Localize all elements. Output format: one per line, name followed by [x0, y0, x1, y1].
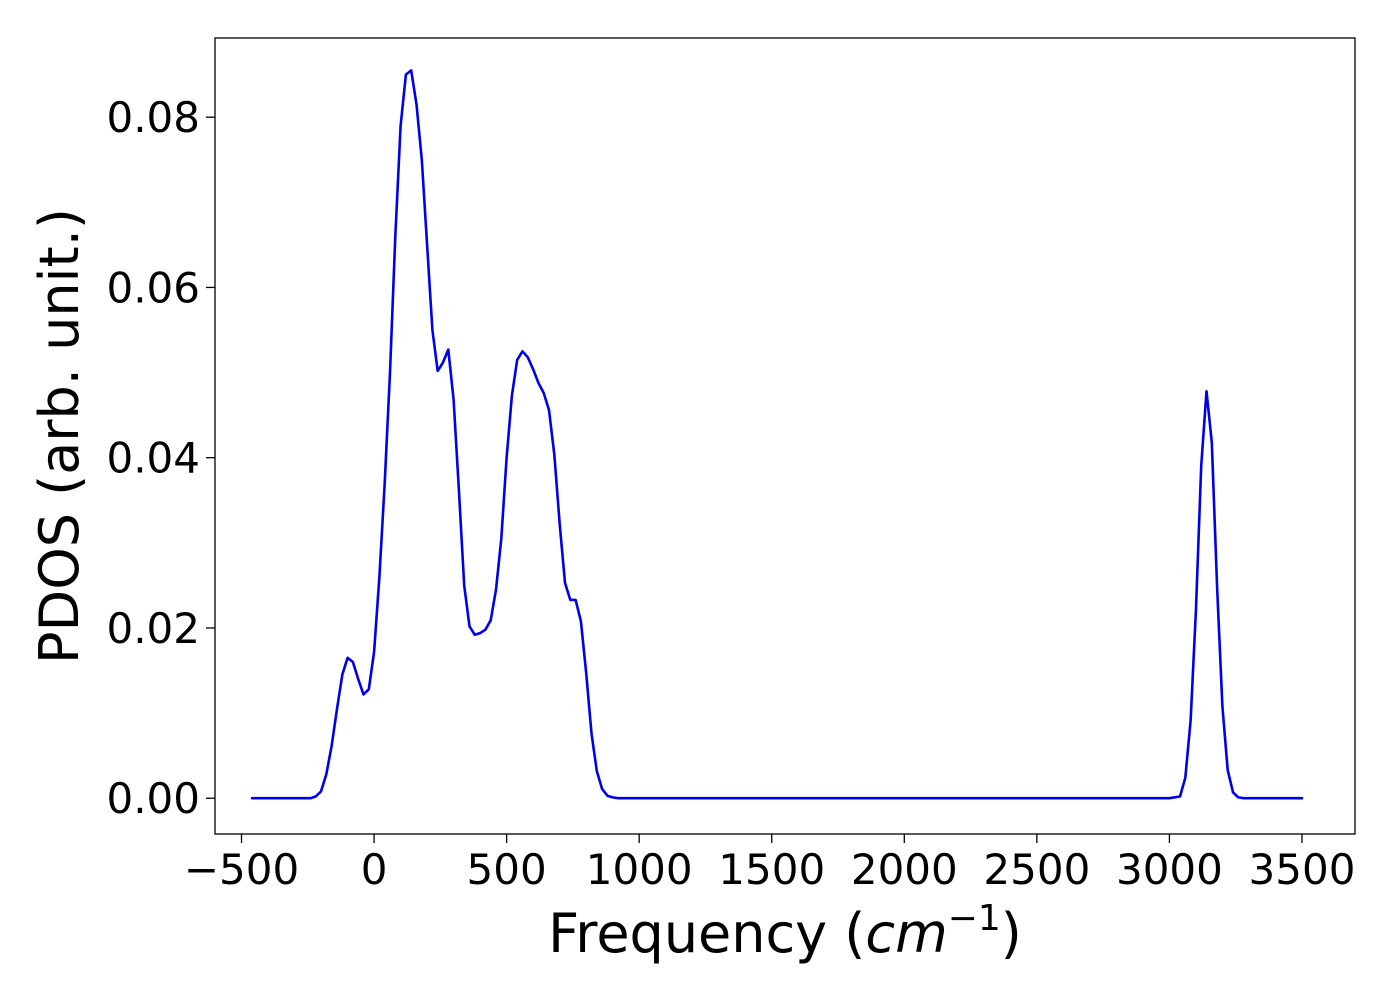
x-tick-label: 1000 [586, 845, 693, 894]
series-group [250, 69, 1304, 800]
x-tick-label: 0 [361, 845, 388, 894]
y-tick-label: 0.08 [106, 93, 200, 142]
x-tick-label: 3500 [1249, 845, 1356, 894]
x-tick-label: 500 [467, 845, 547, 894]
y-tick-label: 0.06 [106, 263, 200, 312]
x-axis-label: Frequency (cm−1) [548, 898, 1022, 965]
plot-area-background [215, 38, 1355, 834]
x-tick-label: 2000 [851, 845, 958, 894]
x-tick-label: 2500 [983, 845, 1090, 894]
y-axis-label: PDOS (arb. unit.) [28, 208, 91, 664]
y-tick-label: 0.00 [106, 774, 200, 823]
y-tick-label: 0.04 [106, 434, 200, 483]
x-axis-unit-base: cm [865, 902, 947, 965]
x-tick-label: 1500 [718, 845, 825, 894]
plot-frame [214, 37, 1356, 835]
x-axis-label-text: Frequency [548, 902, 827, 965]
x-tick-label: 3000 [1116, 845, 1223, 894]
y-tick-label: 0.02 [106, 604, 200, 653]
x-axis-unit-close: ) [1001, 902, 1022, 965]
x-axis-unit-exponent: −1 [948, 898, 1001, 939]
x-tick-label: −500 [184, 845, 299, 894]
axis-ticks: −500 0 500 1000 1500 2000 2500 3000 3500 0.00 0.02… [106, 93, 1355, 894]
series-line-0 [250, 69, 1304, 800]
x-axis-unit-open: ( [827, 902, 865, 965]
